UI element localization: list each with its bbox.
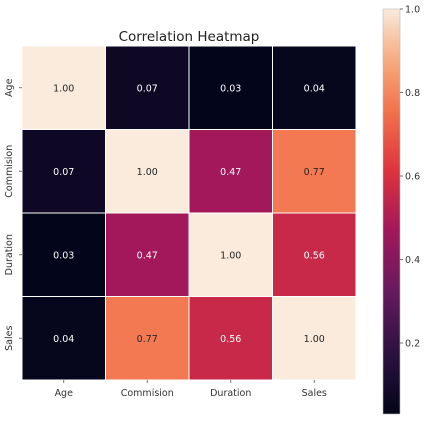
- cell-value-label-2-3: 0.56: [304, 250, 325, 261]
- cell-value-label-0-1: 0.07: [137, 83, 158, 94]
- heatmap-cell-0-3: [272, 45, 357, 130]
- heatmap-cell-1-3: [272, 129, 357, 214]
- cell-value-label-1-3: 0.77: [304, 167, 325, 178]
- cell-value-label-0-2: 0.03: [220, 83, 241, 94]
- cell-value-label-2-1: 0.47: [137, 250, 158, 261]
- heatmap-cell-3-1: [105, 296, 190, 381]
- heatmap-cell-0-0: [21, 45, 106, 130]
- colorbar-gradient: [382, 8, 401, 415]
- heatmap-cell-0-1: [105, 45, 190, 130]
- x-tick-label-3: Sales: [302, 388, 327, 399]
- cell-value-label-0-0: 1.00: [53, 83, 74, 94]
- x-tick-label-1: Commision: [121, 388, 174, 399]
- heatmap-cell-2-1: [105, 212, 190, 297]
- colorbar-tick-label-3: 0.8: [405, 88, 420, 99]
- cell-value-label-1-1: 1.00: [137, 167, 158, 178]
- cell-value-label-3-3: 1.00: [304, 334, 325, 345]
- y-axis-ticks: Age Commision Duration Sales: [4, 78, 22, 351]
- colorbar: 0.2 0.4 0.6 0.8 1.0: [382, 5, 420, 415]
- heatmap-cell-2-3: [272, 212, 357, 297]
- x-tick-label-2: Duration: [210, 388, 251, 399]
- x-tick-label-0: Age: [55, 388, 74, 399]
- heatmap-cell-3-3: [272, 296, 357, 381]
- cell-value-label-2-2: 1.00: [220, 250, 241, 261]
- heatmap-cell-3-0: [21, 296, 106, 381]
- x-axis-ticks: Age Commision Duration Sales: [55, 380, 327, 399]
- y-tick-label-2: Duration: [4, 234, 15, 275]
- colorbar-tick-label-4: 1.0: [405, 5, 420, 16]
- cell-value-label-1-0: 0.07: [53, 167, 74, 178]
- chart-title: Correlation Heatmap: [119, 29, 260, 45]
- cell-value-label-2-0: 0.03: [53, 250, 74, 261]
- y-tick-label-0: Age: [4, 78, 15, 97]
- colorbar-tick-label-1: 0.4: [405, 255, 420, 266]
- cell-value-label-1-2: 0.47: [220, 167, 241, 178]
- y-tick-label-3: Sales: [4, 326, 15, 351]
- colorbar-tick-label-2: 0.6: [405, 172, 420, 183]
- y-tick-label-1: Commision: [4, 145, 15, 198]
- heatmap-cell-1-0: [21, 129, 106, 214]
- colorbar-tick-label-0: 0.2: [405, 339, 420, 350]
- cell-value-label-3-0: 0.04: [53, 334, 74, 345]
- cell-value-label-3-1: 0.77: [137, 334, 158, 345]
- heatmap-cell-1-1: [105, 129, 190, 214]
- cell-value-label-3-2: 0.56: [220, 334, 241, 345]
- heatmap-cell-0-2: [188, 45, 273, 130]
- cell-value-label-0-3: 0.04: [304, 83, 325, 94]
- heatmap-cells: 1.00 0.07 0.03 0.04 0.07 1.00 0.47 0.77 0.03 0.47…: [21, 45, 357, 381]
